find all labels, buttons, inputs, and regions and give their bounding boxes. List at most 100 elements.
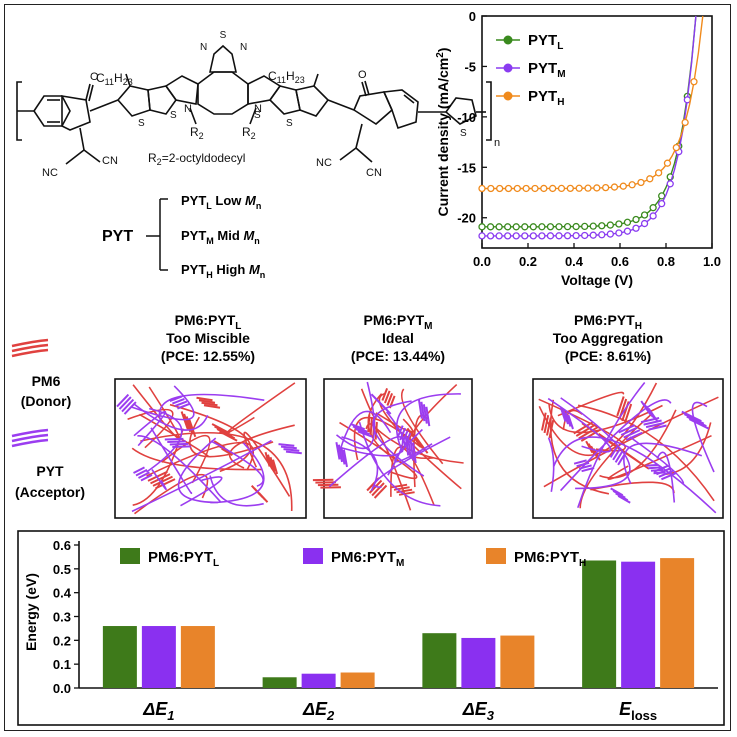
energy-y-tick-label: 0.4 bbox=[53, 586, 72, 601]
jv-point-M bbox=[640, 219, 649, 228]
panel-low-pce: (PCE: 12.55%) bbox=[161, 348, 255, 364]
polymer-strand bbox=[146, 407, 183, 473]
panel-low-name: PM6:PYTL bbox=[175, 312, 242, 332]
polymer-bundle bbox=[196, 396, 221, 409]
right-thiophene bbox=[295, 85, 330, 117]
jv-point-L bbox=[623, 218, 632, 226]
energy-category-label: ΔE3 bbox=[462, 699, 495, 723]
jv-chart: Current density (mA/cm2) Voltage (V) 0.0… bbox=[435, 9, 721, 288]
energy-category-label: ΔE2 bbox=[302, 699, 335, 723]
polymer-strand bbox=[665, 422, 712, 475]
jv-point-L bbox=[495, 223, 503, 231]
alkyl-left: C11H23 bbox=[96, 71, 133, 87]
panel-mid-name: PM6:PYTM bbox=[363, 312, 432, 332]
polymer-strand bbox=[373, 436, 451, 489]
alkyl-right: C11H23 bbox=[268, 69, 305, 85]
polymer-bundle bbox=[645, 463, 666, 475]
energy-bar-M bbox=[301, 673, 336, 688]
polymer-strand bbox=[339, 421, 418, 480]
jv-point-H bbox=[504, 184, 513, 193]
polymer-bundle bbox=[211, 423, 238, 442]
polymer-strand bbox=[133, 403, 209, 431]
polymer-strand bbox=[557, 391, 625, 417]
energy-y-tick-label: 0.6 bbox=[53, 538, 71, 553]
jv-point-L bbox=[658, 192, 666, 200]
jv-legend-label-H: PYTH bbox=[528, 88, 564, 108]
polymer-bundle bbox=[250, 485, 269, 503]
polymer-bundle bbox=[559, 407, 574, 430]
jv-point-H bbox=[619, 182, 627, 190]
energy-legend-label-L: PM6:PYTL bbox=[148, 549, 219, 569]
energy-legend-swatch-M bbox=[303, 548, 323, 564]
jv-point-L bbox=[632, 215, 640, 224]
polymer-strand bbox=[131, 439, 272, 513]
jv-point-H bbox=[575, 184, 583, 192]
polymer-strand bbox=[577, 404, 715, 502]
jv-point-M bbox=[623, 227, 632, 235]
energy-bar-M bbox=[621, 561, 656, 688]
atom-n-pyrrole-left: N bbox=[184, 103, 192, 115]
polymer-bundle bbox=[640, 400, 659, 423]
right-thiophene-2 bbox=[268, 85, 301, 115]
energy-y-axis-label: Energy (eV) bbox=[23, 573, 39, 651]
jv-point-H bbox=[531, 184, 539, 193]
jv-point-H bbox=[478, 184, 486, 193]
energy-bar-H bbox=[660, 558, 695, 688]
energy-y-tick-label: 0.3 bbox=[53, 610, 71, 625]
r-definition: R2=2-octyldodecyl bbox=[148, 151, 245, 167]
atom-o-right: O bbox=[358, 69, 367, 81]
polymer-bundle bbox=[653, 464, 677, 481]
energy-legend-swatch-L bbox=[120, 548, 140, 564]
panel-high-desc: Too Aggregation bbox=[553, 330, 663, 346]
jv-point-M bbox=[529, 232, 537, 240]
polymer-strand bbox=[341, 411, 406, 457]
jv-x-tick-label: 0.6 bbox=[611, 254, 629, 269]
jv-point-M bbox=[589, 231, 597, 239]
polymer-bundle bbox=[404, 434, 417, 464]
polymer-strand bbox=[629, 436, 685, 484]
polymer-strand bbox=[577, 381, 646, 508]
jv-point-H bbox=[610, 183, 619, 191]
energy-legend-label-H: PM6:PYTH bbox=[514, 549, 586, 569]
jv-point-L bbox=[486, 223, 495, 231]
jv-point-M bbox=[666, 180, 674, 188]
cn-left-a: CN bbox=[102, 155, 118, 167]
jv-y-tick-label: -20 bbox=[457, 211, 476, 226]
energy-bar-H bbox=[180, 626, 215, 688]
polymer-bundle bbox=[367, 414, 378, 440]
polymer-strand bbox=[336, 381, 376, 450]
polymer-bundle bbox=[541, 412, 555, 439]
panel-low-desc: Too Miscible bbox=[166, 330, 250, 346]
polymer-strand bbox=[339, 410, 392, 452]
jv-point-M bbox=[632, 224, 640, 232]
terminal-thiophene bbox=[444, 97, 477, 125]
polymer-bundle bbox=[116, 393, 137, 415]
jv-point-L bbox=[563, 223, 572, 231]
polymer-strand bbox=[209, 475, 264, 507]
jv-legend-marker-H bbox=[503, 91, 513, 101]
jv-point-M bbox=[538, 232, 546, 240]
jv-point-H bbox=[672, 143, 680, 152]
core-ring bbox=[197, 71, 249, 115]
polymer-bundle bbox=[618, 424, 643, 441]
cn-right: CN bbox=[366, 167, 382, 179]
energy-bar-M bbox=[461, 637, 496, 688]
left-benzene-ring bbox=[33, 95, 71, 127]
polymer-strand bbox=[560, 399, 672, 492]
legend-pyt-name: PYT bbox=[36, 463, 64, 479]
chemical-structure bbox=[16, 44, 492, 165]
atom-n-left: N bbox=[200, 42, 207, 53]
jv-y-tick-label: -10 bbox=[457, 110, 476, 125]
jv-point-L bbox=[572, 222, 580, 231]
polymer-bundle bbox=[133, 466, 153, 482]
energy-bar-M bbox=[141, 626, 176, 688]
jv-legend-marker-L bbox=[503, 35, 513, 45]
energy-y-tick-label: 0.2 bbox=[53, 633, 71, 648]
polymer-strand bbox=[151, 469, 167, 491]
energy-bar-H bbox=[500, 635, 535, 688]
jv-point-L bbox=[615, 220, 623, 228]
energy-category-label: ΔE1 bbox=[142, 699, 174, 723]
jv-point-H bbox=[654, 169, 663, 177]
jv-point-H bbox=[646, 175, 654, 183]
